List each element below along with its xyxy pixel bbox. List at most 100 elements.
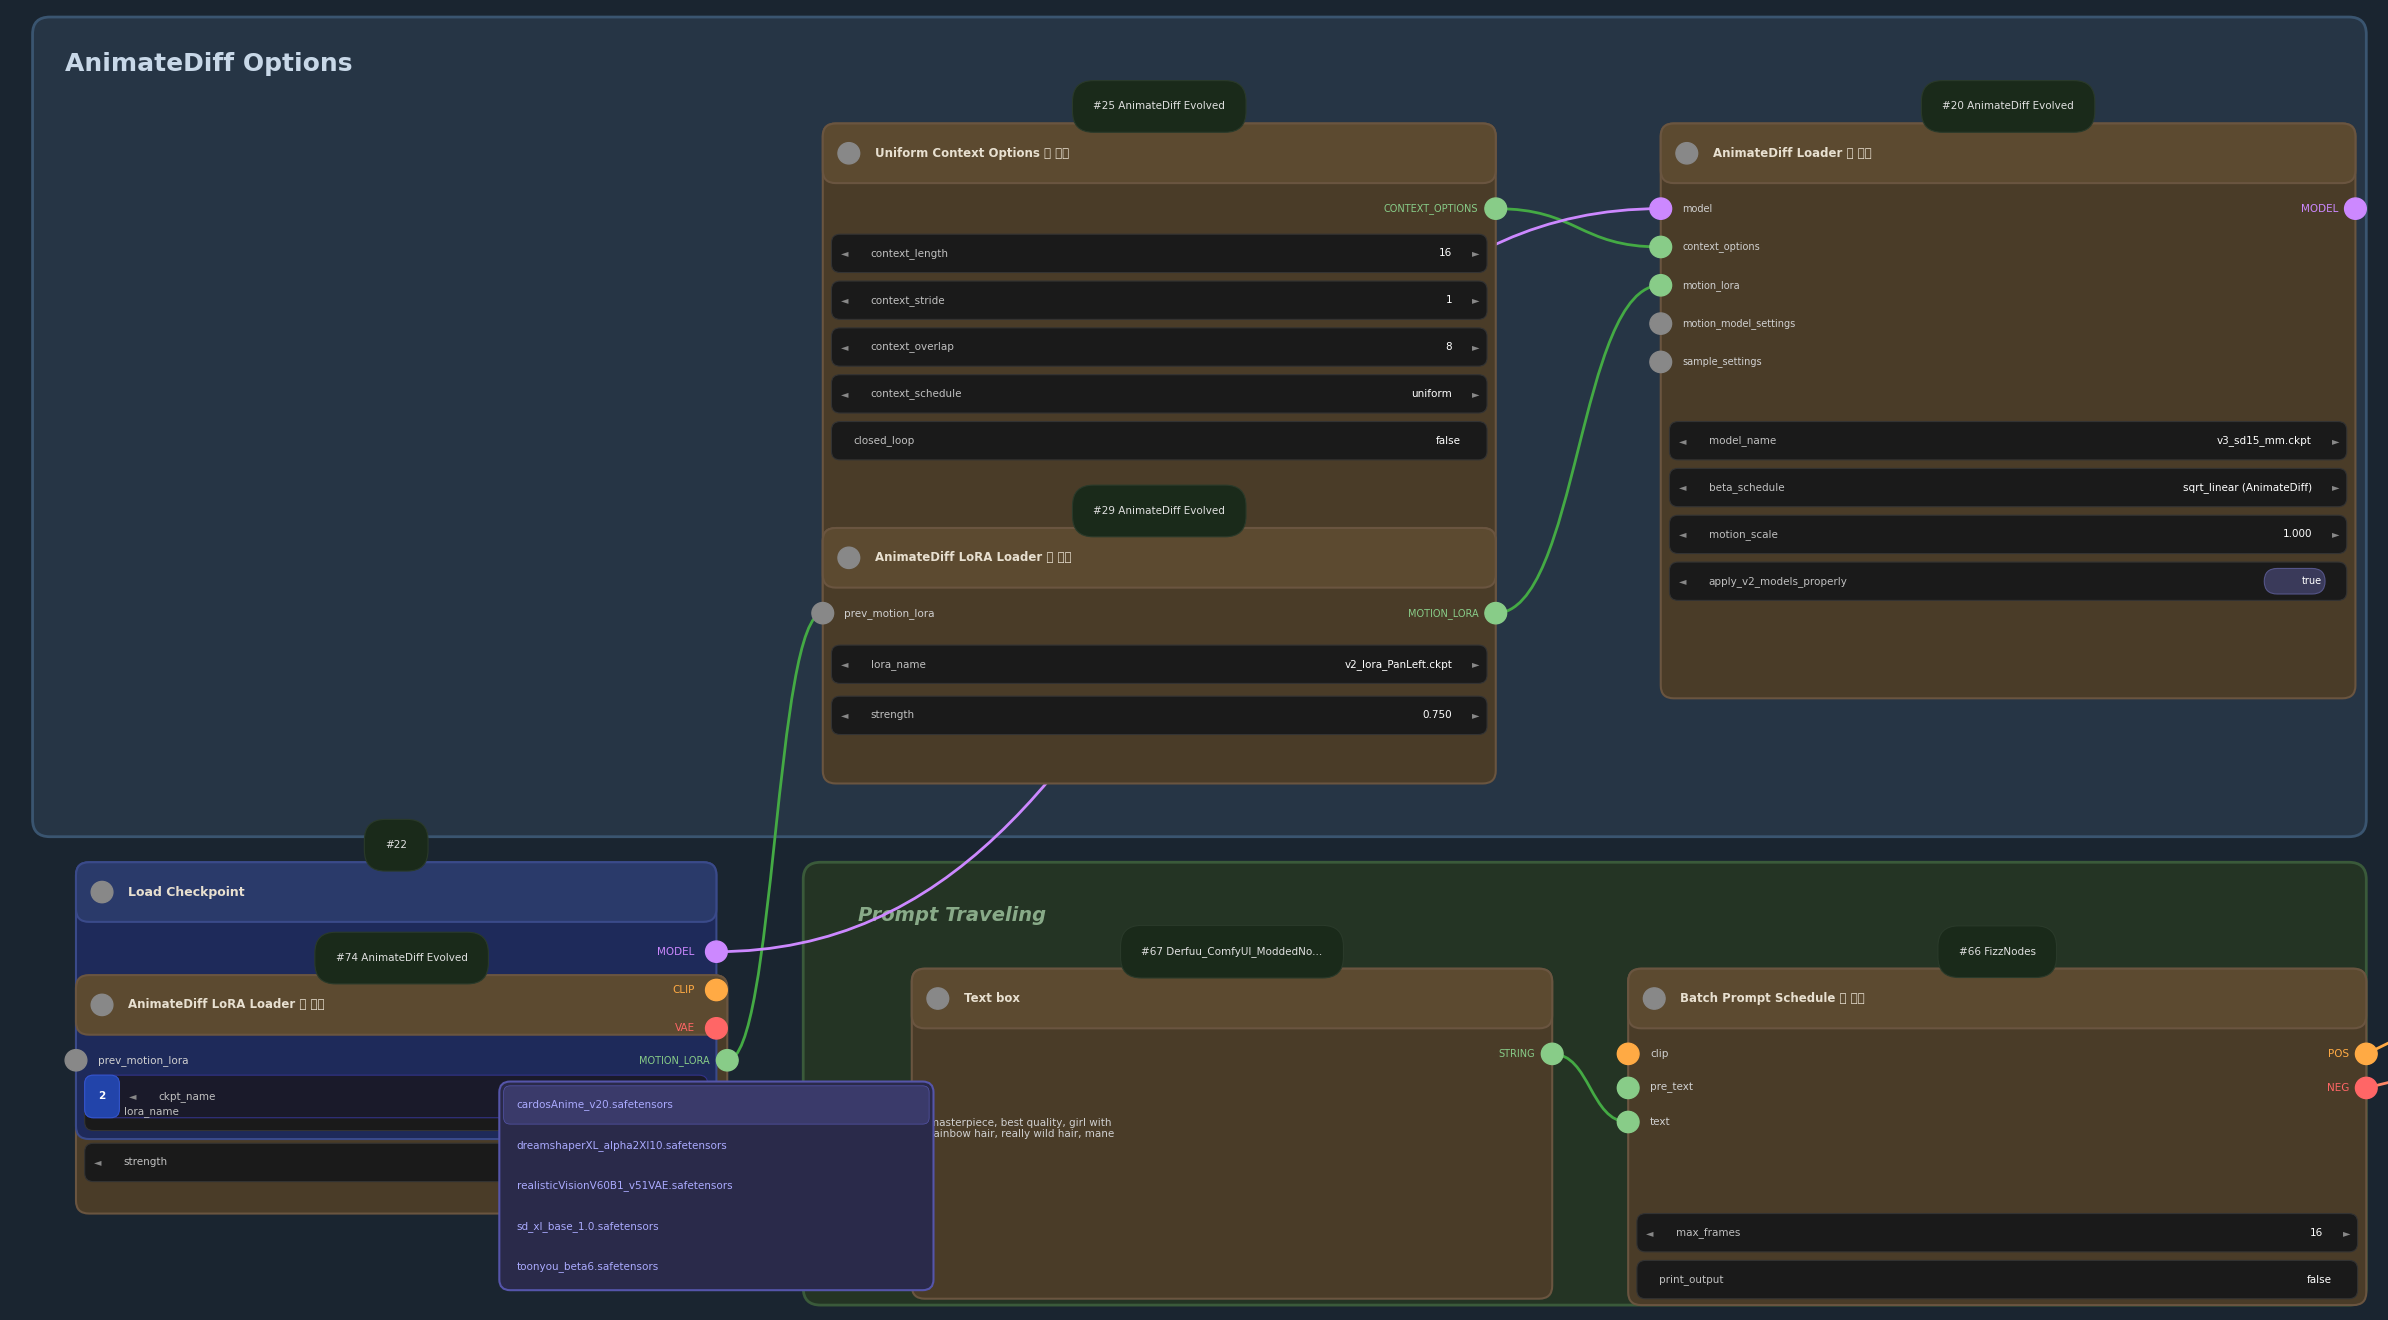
FancyBboxPatch shape [76,862,716,1139]
FancyBboxPatch shape [84,1143,719,1181]
Text: MOTION_LORA: MOTION_LORA [640,1055,709,1065]
Circle shape [2355,1077,2376,1098]
Text: prev_motion_lora: prev_motion_lora [845,607,936,619]
Text: v2_lora_PanLeft.ckpt: v2_lora_PanLeft.ckpt [1344,659,1452,669]
Text: ◄: ◄ [1679,483,1686,492]
Circle shape [927,987,948,1010]
Text: Text box: Text box [965,993,1020,1005]
FancyBboxPatch shape [831,234,1488,272]
Circle shape [1650,236,1672,257]
Text: lora_name: lora_name [872,659,927,669]
FancyBboxPatch shape [499,1081,934,1290]
Text: 8: 8 [1445,342,1452,352]
Text: ►: ► [1473,710,1481,721]
Text: ►: ► [1473,659,1481,669]
Text: ◄: ◄ [841,659,848,669]
Text: MODEL: MODEL [2300,203,2338,214]
Text: ►: ► [704,1106,712,1117]
Text: motion_lora: motion_lora [1684,280,1741,290]
Text: max_frames: max_frames [1676,1228,1741,1238]
Text: ◄: ◄ [841,248,848,259]
Text: Uniform Context Options 🎭 ⓐⓓ: Uniform Context Options 🎭 ⓐⓓ [874,147,1070,160]
Text: false: false [2307,1275,2331,1284]
Text: context_schedule: context_schedule [872,388,962,400]
Circle shape [704,941,728,962]
Circle shape [2345,198,2367,219]
FancyBboxPatch shape [84,1076,119,1118]
Circle shape [1650,351,1672,372]
FancyBboxPatch shape [1629,969,2367,1028]
FancyBboxPatch shape [1669,469,2347,507]
Text: toonyou_beta6.safetensors: toonyou_beta6.safetensors [516,1262,659,1272]
Text: strength: strength [872,710,915,721]
FancyBboxPatch shape [1669,515,2347,553]
Circle shape [2355,1043,2376,1064]
Text: prev_motion_lora: prev_motion_lora [98,1055,189,1065]
Text: 2: 2 [98,1092,105,1101]
Text: model_name: model_name [1707,436,1777,446]
Text: ►: ► [1473,296,1481,305]
Text: ◄: ◄ [93,1158,100,1167]
FancyBboxPatch shape [912,969,1552,1299]
Text: ◄: ◄ [1679,436,1686,446]
Text: ►: ► [1473,342,1481,352]
FancyBboxPatch shape [912,969,1552,1028]
Circle shape [1485,602,1507,624]
Text: context_options: context_options [1684,242,1760,252]
Text: ►: ► [704,1158,712,1167]
Text: ►: ► [2343,1228,2350,1238]
Text: ◄: ◄ [129,1092,136,1101]
FancyBboxPatch shape [802,862,2367,1305]
Text: AnimateDiff LoRA Loader 🎭 ⓐⓓ: AnimateDiff LoRA Loader 🎭 ⓐⓓ [874,552,1072,565]
Circle shape [1650,275,1672,296]
Text: model: model [1684,203,1712,214]
Text: print_output: print_output [1660,1274,1724,1284]
Text: sample_settings: sample_settings [1684,356,1762,367]
Text: pre_text: pre_text [1650,1082,1693,1093]
Text: #66 FizzNodes: #66 FizzNodes [1958,946,2035,957]
Text: motion_scale: motion_scale [1707,529,1777,540]
FancyBboxPatch shape [824,124,1495,183]
FancyBboxPatch shape [1660,124,2355,183]
Text: 0.750: 0.750 [1423,710,1452,721]
Text: context_overlap: context_overlap [872,342,955,352]
FancyBboxPatch shape [831,645,1488,684]
FancyBboxPatch shape [76,862,716,921]
Text: CLIP: CLIP [673,985,695,995]
FancyBboxPatch shape [84,1076,707,1118]
Text: 1: 1 [1445,296,1452,305]
Text: ►: ► [1473,389,1481,399]
Circle shape [1676,143,1698,164]
Circle shape [64,1049,86,1071]
Text: #25 AnimateDiff Evolved: #25 AnimateDiff Evolved [1094,102,1225,111]
Text: ►: ► [2333,436,2340,446]
FancyBboxPatch shape [76,975,728,1213]
Text: sd_xl_base_1.0.safetensors: sd_xl_base_1.0.safetensors [516,1221,659,1232]
Circle shape [838,548,860,569]
Circle shape [1643,987,1664,1010]
Text: strength: strength [124,1158,167,1167]
FancyBboxPatch shape [76,975,728,1035]
Text: NEG: NEG [2326,1082,2350,1093]
Circle shape [1617,1111,1638,1133]
Text: ►: ► [2333,483,2340,492]
Text: CONTEXT_OPTIONS: CONTEXT_OPTIONS [1385,203,1478,214]
Circle shape [704,1018,728,1039]
Text: ◄: ◄ [1679,529,1686,540]
Circle shape [838,143,860,164]
Text: ◄: ◄ [841,389,848,399]
Text: MOTION_LORA: MOTION_LORA [1409,607,1478,619]
Text: ◄: ◄ [1645,1228,1652,1238]
Text: ◄: ◄ [1679,577,1686,586]
FancyBboxPatch shape [831,696,1488,734]
Text: #29 AnimateDiff Evolved: #29 AnimateDiff Evolved [1094,506,1225,516]
Text: MODEL: MODEL [657,946,695,957]
Text: #74 AnimateDiff Evolved: #74 AnimateDiff Evolved [337,953,468,964]
Text: true: true [2302,577,2321,586]
Text: 1.000: 1.000 [2283,529,2312,540]
Text: uniform: uniform [1411,389,1452,399]
Text: ►: ► [2333,529,2340,540]
FancyBboxPatch shape [1629,969,2367,1305]
Text: ►: ► [1473,248,1481,259]
FancyBboxPatch shape [831,327,1488,366]
